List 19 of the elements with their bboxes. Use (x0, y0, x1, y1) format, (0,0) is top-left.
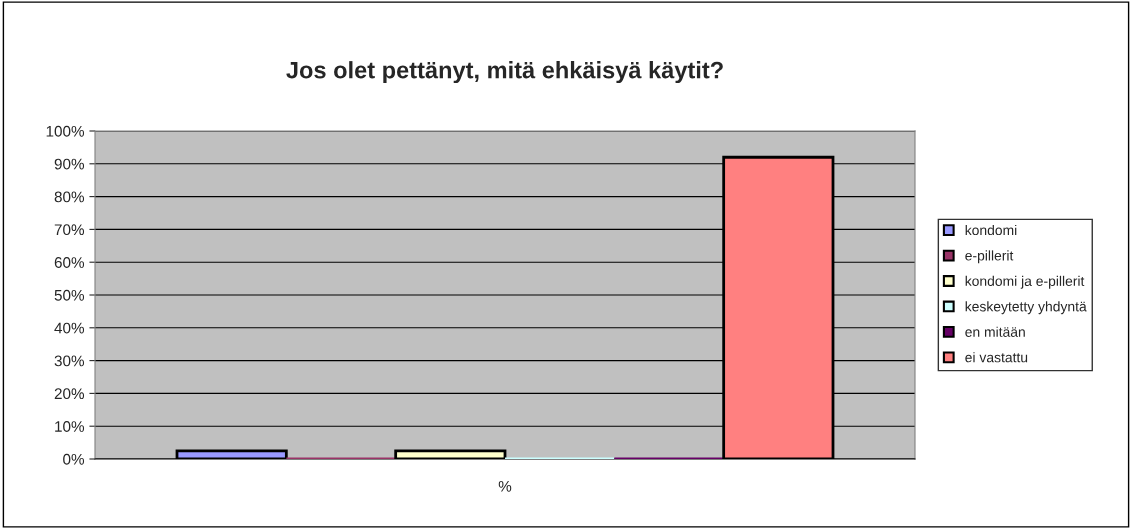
legend-label: ei vastattu (965, 352, 1028, 363)
x-tick-label: % (498, 481, 512, 492)
y-tick-label: 100% (46, 125, 85, 137)
y-tick-label: 60% (54, 257, 85, 268)
y-tick-label: 80% (54, 191, 85, 203)
legend-label: keskeytetty yhdyntä (965, 301, 1087, 315)
legend-label: kondomi ja e-pillerit (965, 275, 1085, 289)
y-tick-label: 90% (54, 158, 85, 170)
y-tick-label: 50% (54, 289, 85, 301)
y-tick-label: 70% (54, 224, 85, 236)
y-tick-label: 30% (54, 355, 85, 367)
legend-label: en mitään (965, 326, 1025, 337)
y-tick-label: 40% (54, 322, 85, 334)
y-tick-label: 0% (63, 453, 85, 465)
y-tick-label: 10% (55, 421, 85, 432)
y-tick-label: 20% (54, 388, 85, 400)
legend-label: e-pillerit (965, 250, 1014, 264)
legend-label: kondomi (965, 224, 1017, 236)
chart-title: Jos olet pettänyt, mitä ehkäisyä käytit? (286, 61, 723, 84)
